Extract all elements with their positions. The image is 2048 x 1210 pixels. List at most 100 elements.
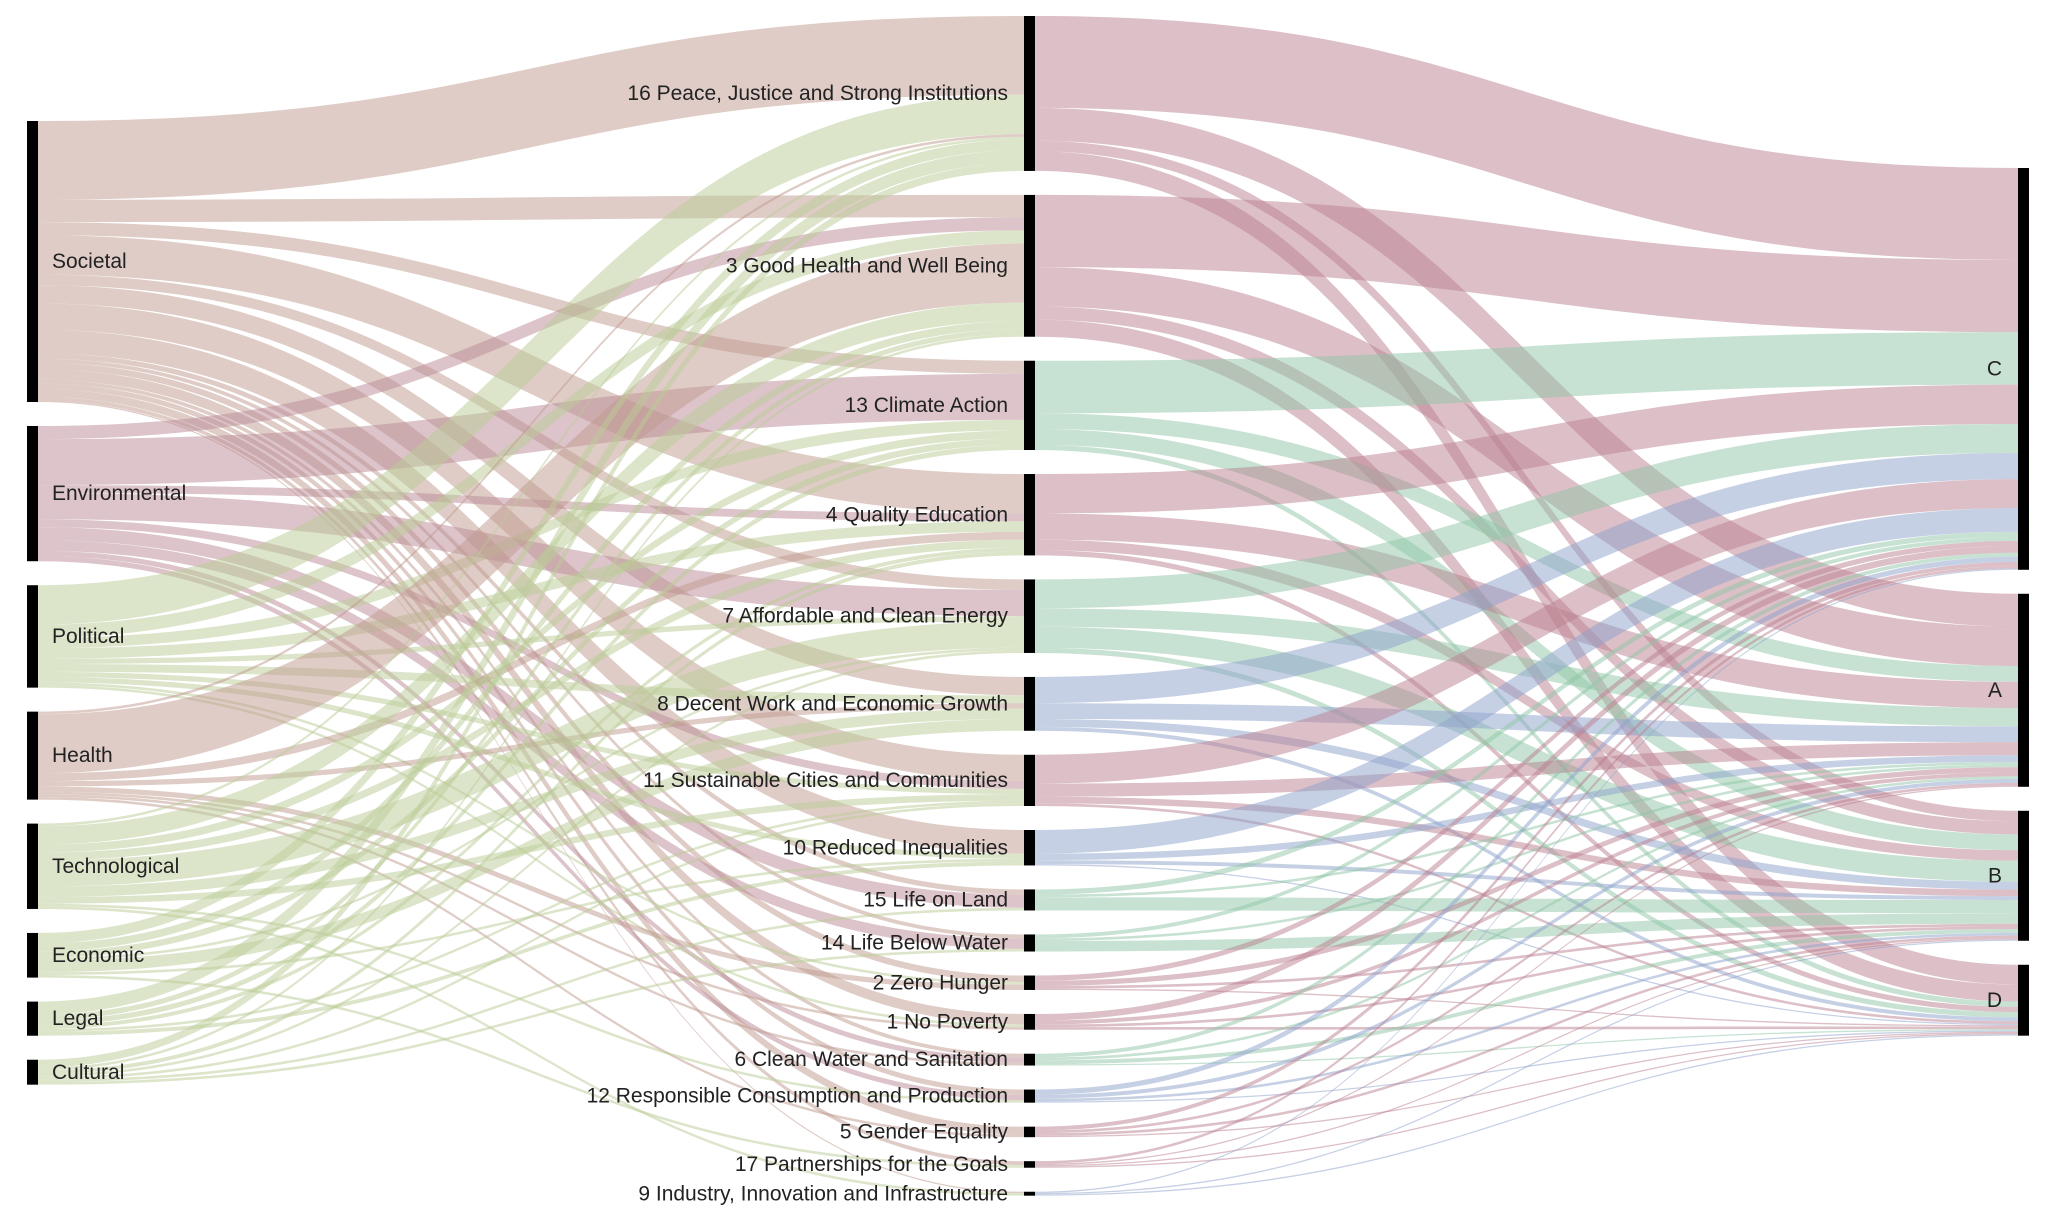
link-17-to-b [1035, 938, 2018, 1167]
link-7-to-b [1035, 626, 2018, 882]
node-label-political: Political [52, 625, 124, 648]
node-label-7: 7 Affordable and Clean Energy [722, 605, 1008, 628]
link-8-to-c [1035, 452, 2018, 704]
node-6 [1024, 1053, 1035, 1066]
node-3 [1024, 194, 1035, 337]
node-label-a: A [1988, 679, 2002, 702]
link-political-to-3 [38, 230, 1024, 638]
link-technological-to-16 [38, 136, 1024, 827]
link-4-to-c [1035, 384, 2018, 514]
link-technological-to-13 [38, 430, 1024, 853]
link-1-to-d [1035, 1026, 2018, 1030]
node-political [27, 585, 38, 688]
labels-layer: Societal Environmental Political Health Tech… [52, 82, 2002, 1205]
node-label-3: 3 Good Health and Well Being [726, 254, 1008, 277]
link-7-to-c [1035, 424, 2018, 609]
node-17 [1024, 1161, 1035, 1168]
link-societal-to-3 [38, 194, 1024, 223]
link-health-to-5 [38, 796, 1024, 1138]
link-legal-to-3 [38, 328, 1024, 1020]
link-14-to-a [1035, 764, 2018, 942]
node-8 [1024, 676, 1035, 731]
link-6-to-d [1035, 1029, 2018, 1066]
link-1-to-c [1035, 546, 2018, 1021]
link-societal-to-12 [38, 383, 1024, 1095]
link-societal-to-16 [38, 16, 1024, 200]
link-4-to-b [1035, 539, 2018, 861]
node-cultural [27, 1059, 38, 1085]
link-9-to-b [1035, 939, 2018, 1195]
node-13 [1024, 360, 1035, 451]
node-legal [27, 1001, 38, 1036]
node-15 [1024, 889, 1035, 911]
link-5-to-a [1035, 782, 2018, 1134]
node-2 [1024, 975, 1035, 990]
link-health-to-16 [38, 134, 1024, 715]
link-13-to-a [1035, 413, 2018, 682]
link-cultural-to-3 [38, 334, 1024, 1071]
link-environmental-to-7 [38, 492, 1024, 617]
link-legal-to-16 [38, 149, 1024, 1015]
node-10 [1024, 829, 1035, 866]
node-label-9: 9 Industry, Innovation and Infrastructur… [638, 1182, 1008, 1205]
link-8-to-a [1035, 703, 2018, 743]
node-label-11: 11 Sustainable Cities and Communities [643, 769, 1008, 792]
link-political-to-16 [38, 94, 1024, 625]
node-14 [1024, 934, 1035, 952]
link-12-to-b [1035, 932, 2018, 1102]
link-legal-to-10 [38, 861, 1024, 1036]
node-11 [1024, 754, 1035, 806]
node-c [2018, 168, 2029, 570]
link-9-to-d [1035, 1034, 2018, 1196]
link-cultural-to-11 [38, 803, 1024, 1080]
link-societal-to-14 [38, 358, 1024, 939]
link-10-to-d [1035, 864, 2018, 1026]
link-economic-to-16 [38, 139, 1024, 944]
link-health-to-1 [38, 791, 1024, 1030]
node-economic [27, 932, 38, 978]
link-17-to-a [1035, 785, 2018, 1166]
link-1-to-b [1035, 926, 2018, 1028]
node-7 [1024, 579, 1035, 653]
link-legal-to-13 [38, 444, 1024, 1026]
node-label-health: Health [52, 744, 113, 767]
node-label-15: 15 Life on Land [863, 888, 1008, 911]
node-a [2018, 593, 2029, 787]
link-environmental-to-3 [38, 217, 1024, 440]
node-label-10: 10 Reduced Inequalities [783, 836, 1008, 859]
link-health-to-6 [38, 794, 1024, 1066]
link-political-to-4 [38, 521, 1024, 659]
link-technological-to-7 [38, 621, 1024, 887]
links-layer [38, 16, 2018, 1196]
link-economic-to-8 [38, 718, 1024, 973]
link-legal-to-4 [38, 547, 1024, 1030]
link-13-to-c [1035, 332, 2018, 414]
link-5-to-b [1035, 935, 2018, 1136]
node-label-8: 8 Decent Work and Economic Growth [657, 692, 1008, 715]
node-label-5: 5 Gender Equality [840, 1120, 1009, 1143]
link-5-to-c [1035, 561, 2018, 1131]
node-d [2018, 964, 2029, 1036]
link-14-to-c [1035, 536, 2018, 939]
node-label-14: 14 Life Below Water [821, 932, 1008, 955]
link-societal-to-15 [38, 353, 1024, 895]
link-15-to-c [1035, 531, 2018, 895]
link-cultural-to-14 [38, 948, 1024, 1085]
node-1 [1024, 1013, 1035, 1030]
link-6-to-a [1035, 776, 2018, 1061]
node-societal [27, 121, 38, 402]
link-5-to-d [1035, 1031, 2018, 1138]
link-political-to-10 [38, 677, 1024, 859]
node-health [27, 711, 38, 800]
node-label-d: D [1987, 989, 2002, 1012]
link-technological-to-9 [38, 906, 1024, 1196]
node-label-4: 4 Quality Education [826, 503, 1008, 526]
node-label-c: C [1987, 357, 2002, 380]
node-4 [1024, 474, 1035, 556]
link-economic-to-13 [38, 438, 1024, 958]
node-label-13: 13 Climate Action [845, 394, 1008, 417]
link-technological-to-12 [38, 903, 1024, 1103]
link-11-to-c [1035, 479, 2018, 784]
node-label-b: B [1988, 864, 2002, 887]
